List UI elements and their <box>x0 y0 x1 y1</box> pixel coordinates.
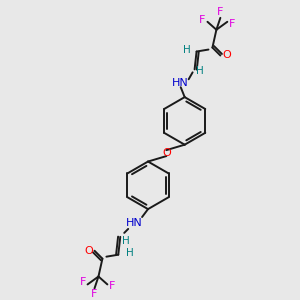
Text: O: O <box>84 246 93 256</box>
Text: H: H <box>126 248 134 258</box>
Text: F: F <box>229 19 236 29</box>
Text: O: O <box>222 50 231 61</box>
Text: HN: HN <box>126 218 142 228</box>
Text: F: F <box>109 281 116 291</box>
Text: HN: HN <box>172 78 189 88</box>
Text: F: F <box>91 289 98 299</box>
Text: H: H <box>183 45 190 55</box>
Text: F: F <box>199 15 206 25</box>
Text: H: H <box>122 236 130 246</box>
Text: H: H <box>196 66 203 76</box>
Text: F: F <box>217 7 224 17</box>
Text: F: F <box>80 278 86 287</box>
Text: O: O <box>162 148 171 158</box>
